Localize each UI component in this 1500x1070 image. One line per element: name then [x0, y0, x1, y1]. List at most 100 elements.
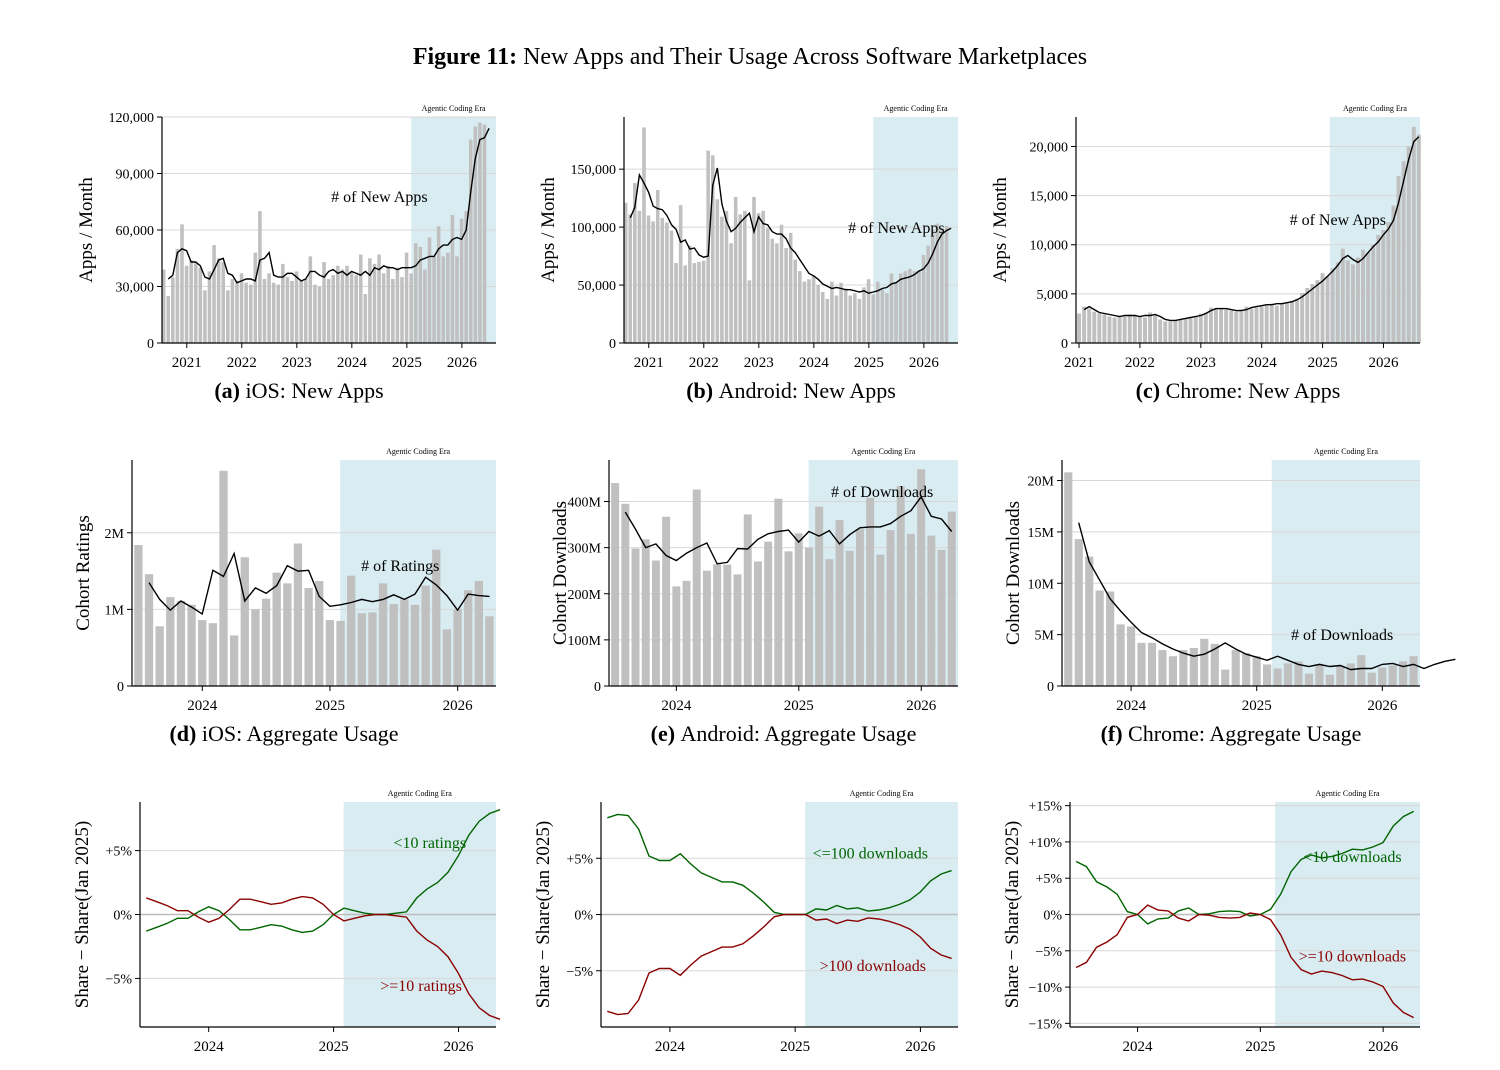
- y-tick-label: 120,000: [109, 111, 155, 126]
- figure-title: Figure 11: New Apps and Their Usage Acro…: [0, 44, 1500, 71]
- bar: [885, 293, 889, 343]
- bar: [798, 271, 802, 343]
- x-tick-label: 2026: [443, 698, 474, 714]
- bar: [866, 497, 875, 686]
- x-tick-label: 2025: [392, 355, 422, 371]
- bar: [283, 583, 292, 686]
- bar: [176, 600, 186, 686]
- bar: [682, 580, 691, 686]
- era-label: Agentic Coding Era: [850, 789, 914, 798]
- bar: [1198, 313, 1203, 343]
- bar: [473, 126, 478, 344]
- bar: [410, 604, 420, 686]
- era-label: Agentic Coding Era: [422, 104, 486, 113]
- trend-line: [1083, 136, 1420, 322]
- bar: [1064, 472, 1073, 686]
- bar: [212, 245, 216, 343]
- y-tick-label: +5%: [105, 845, 132, 860]
- bar: [1158, 319, 1163, 343]
- era-label: Agentic Coding Era: [851, 447, 915, 456]
- bar: [1179, 650, 1188, 686]
- bar: [166, 295, 171, 343]
- bar: [464, 590, 473, 686]
- bar: [294, 271, 299, 343]
- bar: [235, 280, 239, 343]
- bar: [485, 616, 494, 686]
- bar: [1085, 556, 1094, 686]
- bar: [917, 469, 926, 686]
- bar: [1200, 638, 1209, 686]
- trend-line: [1078, 522, 1456, 671]
- bar: [764, 541, 773, 686]
- bar: [1189, 647, 1198, 686]
- bar: [455, 256, 459, 343]
- x-tick-label: 2024: [1116, 698, 1147, 714]
- bar-annotation: # of New Apps: [331, 189, 427, 206]
- bar: [1325, 674, 1334, 686]
- bar: [1102, 314, 1107, 343]
- panel-i: Agentic Coding Era <10 downloads >=10 down…: [1002, 789, 1420, 1055]
- bar: [724, 210, 729, 343]
- bar: [219, 470, 228, 686]
- bar: [688, 245, 692, 343]
- bar: [453, 609, 462, 686]
- y-axis-label: Share − Share(Jan 2025): [72, 821, 93, 1008]
- panel-caption-letter: (a): [214, 378, 245, 403]
- y-axis-label: Share − Share(Jan 2025): [533, 821, 554, 1008]
- bar: [1188, 318, 1193, 343]
- bar: [1330, 268, 1335, 343]
- x-tick-label: 2025: [1245, 1039, 1275, 1055]
- x-tick-label: 2026: [447, 355, 478, 371]
- x-tick-label: 2023: [744, 355, 774, 371]
- bar: [261, 598, 271, 686]
- bar: [702, 570, 711, 686]
- era-shade: [1271, 460, 1420, 686]
- bar: [692, 263, 697, 343]
- bar: [293, 543, 303, 686]
- bar: [1168, 656, 1177, 686]
- bar: [839, 282, 843, 343]
- bar: [134, 545, 143, 686]
- bar: [631, 548, 640, 686]
- panel-caption-letter: (c): [1136, 378, 1166, 403]
- bar: [866, 279, 871, 343]
- y-tick-label: 100M: [568, 634, 602, 649]
- bar: [378, 583, 388, 686]
- bar: [229, 635, 239, 686]
- bar: [662, 516, 671, 686]
- bar: [944, 225, 949, 343]
- x-tick-label: 2025: [1242, 698, 1272, 714]
- bar: [1127, 314, 1132, 343]
- series-label: <10 ratings: [394, 835, 467, 852]
- panel-caption-text: Chrome: New Apps: [1166, 378, 1341, 403]
- bar: [876, 554, 885, 686]
- bar: [193, 262, 198, 343]
- bar: [1274, 305, 1279, 343]
- y-tick-label: 300M: [568, 542, 602, 557]
- bar: [710, 155, 715, 343]
- bar: [898, 273, 903, 343]
- bar: [198, 620, 207, 686]
- y-axis-label: Cohort Downloads: [1003, 501, 1024, 645]
- bar: [1294, 661, 1303, 686]
- x-tick-label: 2022: [227, 355, 257, 371]
- bar: [276, 284, 281, 343]
- bar: [1239, 309, 1244, 343]
- bar: [436, 226, 441, 343]
- bar: [871, 294, 875, 343]
- bar-annotation: # of New Apps: [1290, 212, 1386, 229]
- bar: [660, 217, 665, 343]
- y-tick-label: 2M: [105, 527, 125, 542]
- x-tick-label: 2026: [909, 355, 940, 371]
- y-tick-label: 0: [594, 680, 601, 695]
- bar: [1208, 307, 1213, 343]
- bar: [272, 572, 281, 686]
- bar: [1148, 312, 1153, 343]
- bar: [175, 248, 180, 343]
- bar: [1409, 656, 1418, 686]
- bar: [775, 243, 779, 343]
- bar: [611, 483, 620, 686]
- bar: [347, 575, 356, 686]
- bar: [1305, 287, 1310, 343]
- panel-e: Agentic Coding Era # of Downloads 0 100M 200…: [550, 447, 958, 746]
